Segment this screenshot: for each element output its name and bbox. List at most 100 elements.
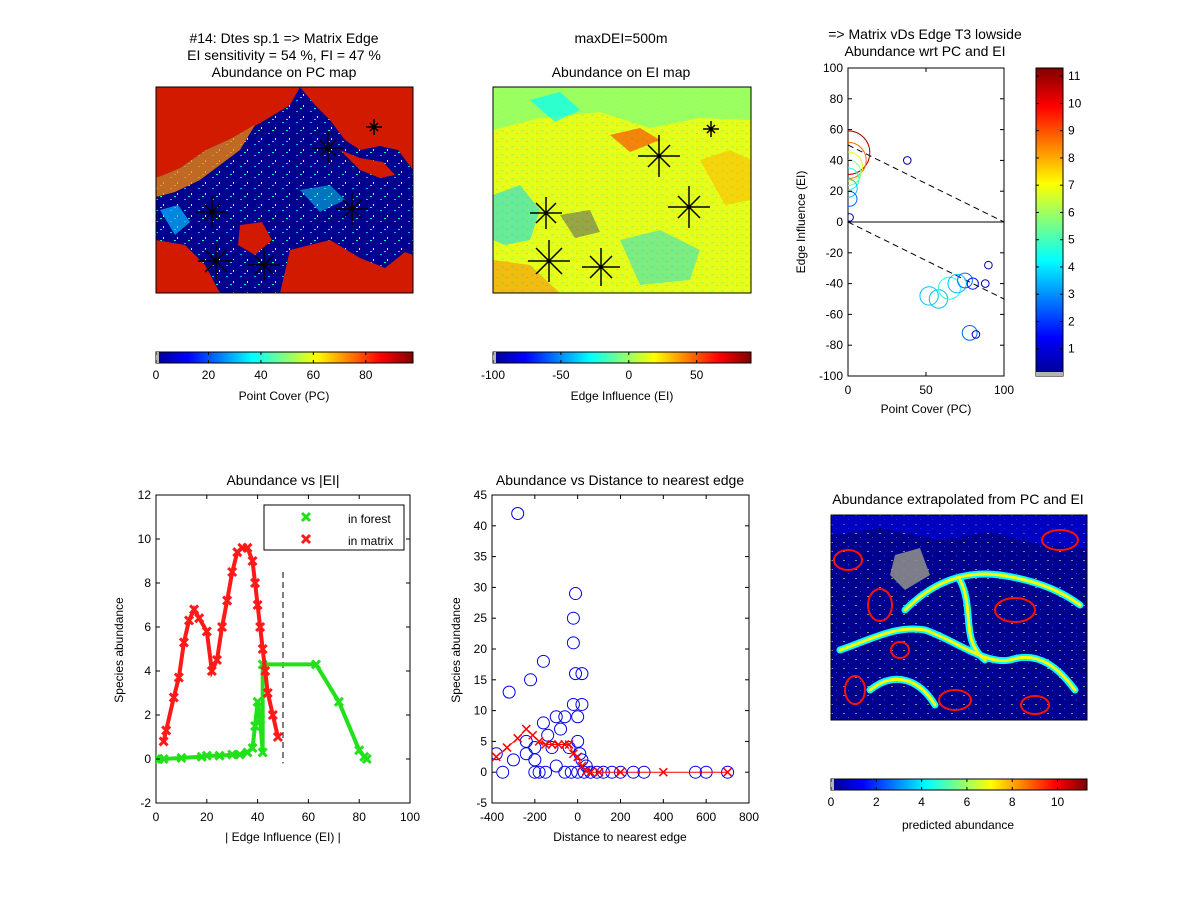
abundance-ei-xlabel: | Edge Influence (EI) | <box>225 830 341 844</box>
right-title: => Matrix vDs Edge T3 lowside <box>828 26 1022 42</box>
series-marker <box>247 742 258 754</box>
scatter-ticks: 0 50 100 100 80 60 40 20 0 -20 -40 -60 -80 -100 <box>819 61 1014 397</box>
distance-point <box>549 759 563 773</box>
abundance-distance-plot <box>492 506 735 779</box>
x-tick-label: 400 <box>653 810 673 824</box>
scatter-point <box>848 167 860 191</box>
distance-trend-marker <box>534 736 544 746</box>
y-tick-label: 4 <box>144 664 151 678</box>
series-marker <box>211 654 223 666</box>
colorbar-tick-label: 6 <box>964 795 971 809</box>
colorbar-tick-label: 40 <box>254 368 268 382</box>
y-tick-label: 40 <box>830 153 844 167</box>
abundance-colorbar-ticks: 11 10 9 8 7 6 5 4 3 2 1 <box>1036 69 1082 356</box>
series-marker <box>183 615 195 626</box>
y-tick-label: 40 <box>474 519 488 533</box>
colorbar-tick-label: 0 <box>153 368 160 382</box>
y-tick-label: 0 <box>144 752 151 766</box>
x-tick-label: 80 <box>353 810 367 824</box>
series-marker <box>173 672 184 683</box>
series-marker <box>257 643 268 655</box>
scatter-point <box>848 151 864 182</box>
distance-point <box>496 765 510 779</box>
legend-forest-marker <box>300 511 312 523</box>
series-marker <box>262 687 273 699</box>
series-marker <box>227 749 238 760</box>
distance-point <box>524 673 538 687</box>
y-tick-label: -5 <box>476 796 487 810</box>
distance-point <box>579 759 593 773</box>
ei-map <box>493 87 751 293</box>
x-tick-label: 100 <box>400 810 420 824</box>
pc-colorbar-ticks: 0 20 40 60 80 <box>153 352 373 382</box>
colorbar-tick-label: 50 <box>690 368 704 382</box>
distance-point <box>519 747 533 761</box>
scatter-ylabel: Edge Influence (EI) <box>794 171 808 274</box>
abundance-ei-title: Abundance vs |EI| <box>226 472 339 488</box>
distance-trend-marker <box>541 739 551 750</box>
y-tick-label: 35 <box>474 550 488 564</box>
ei-colorbar <box>492 351 752 364</box>
middle-title: maxDEI=500m <box>575 30 668 46</box>
distance-trend-marker <box>658 767 668 777</box>
series-line-matrix <box>161 545 280 742</box>
distance-trend-marker <box>547 739 557 750</box>
colorbar-tick-label: 4 <box>1068 260 1075 274</box>
series-marker <box>216 621 228 633</box>
distance-trend-marker <box>513 733 523 743</box>
distance-point <box>506 753 520 767</box>
colorbar-tick-label: 2 <box>1068 314 1075 328</box>
y-tick-label: 2 <box>144 708 151 722</box>
pc-map-title: Abundance on PC map <box>212 64 357 80</box>
series-marker <box>214 750 225 761</box>
colorbar-tick-label: 10 <box>1051 795 1065 809</box>
y-tick-label: 8 <box>144 576 151 590</box>
series-marker <box>247 555 258 567</box>
y-tick-label: 80 <box>830 92 844 106</box>
figure-title-line2: EI sensitivity = 54 %, FI = 47 % <box>187 47 381 63</box>
abundance-distance-ylabel: Species abundance <box>449 597 463 703</box>
series-marker <box>310 659 322 670</box>
abundance-distance-xlabel: Distance to nearest edge <box>553 830 687 844</box>
distance-point <box>536 716 550 730</box>
distance-point <box>492 747 503 761</box>
extrapolated-colorbar <box>830 778 1088 791</box>
colorbar-tick-label: 8 <box>1068 151 1075 165</box>
x-tick-label: 0 <box>153 810 160 824</box>
extrapolated-colorbar-ticks: 0 2 4 6 8 10 <box>828 779 1065 809</box>
x-tick-label: 50 <box>919 383 933 397</box>
colorbar-tick-label: 2 <box>873 795 880 809</box>
colorbar-tick-label: 3 <box>1068 287 1075 301</box>
series-marker <box>333 696 344 707</box>
series-marker <box>255 714 266 725</box>
scatter-point <box>848 178 858 198</box>
abundance-ei-legend: in forest in matrix <box>263 504 405 551</box>
distance-point <box>562 741 576 755</box>
extrapolated-map <box>831 515 1087 720</box>
series-marker <box>168 692 179 703</box>
y-tick-label: 60 <box>830 123 844 137</box>
scatter-point <box>937 276 961 300</box>
colorbar-tick-label: 20 <box>202 368 216 382</box>
distance-point <box>502 685 516 699</box>
abundance-distance-ticks: -400 -200 0 200 400 600 800 45 40 35 30 25 20 15 10 5 0 -… <box>474 488 760 824</box>
ei-map-title: Abundance on EI map <box>552 64 691 80</box>
distance-point <box>575 697 589 711</box>
scatter-point <box>966 277 979 290</box>
pc-colorbar-label: Point Cover (PC) <box>239 389 330 403</box>
colorbar-tick-label: 7 <box>1068 178 1075 192</box>
series-marker <box>227 566 238 578</box>
distance-trend-marker <box>723 767 733 777</box>
series-marker <box>249 577 261 589</box>
series-marker <box>257 747 268 758</box>
series-marker <box>260 665 271 677</box>
figure-title-line1: #14: Dtes sp.1 => Matrix Edge <box>189 30 378 46</box>
y-tick-label: 25 <box>474 611 488 625</box>
distance-point <box>558 710 572 724</box>
series-marker <box>156 753 162 765</box>
colorbar-tick-label: 8 <box>1009 795 1016 809</box>
y-tick-label: -20 <box>826 246 844 260</box>
scatter-xlabel: Point Cover (PC) <box>881 402 972 416</box>
